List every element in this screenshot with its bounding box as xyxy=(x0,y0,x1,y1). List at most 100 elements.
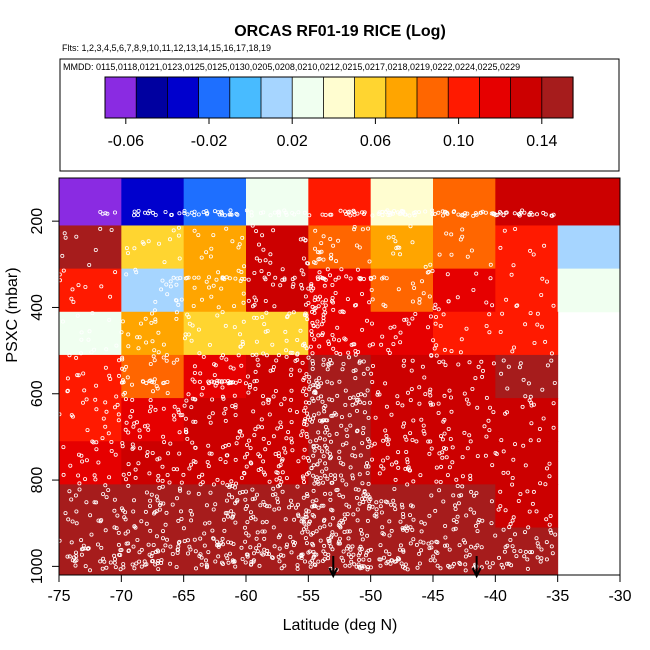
sample-point xyxy=(366,481,371,486)
sample-point xyxy=(291,539,296,544)
sample-point xyxy=(491,410,496,415)
sample-point xyxy=(227,483,232,488)
sample-point xyxy=(192,275,197,280)
sample-point xyxy=(317,418,322,423)
sample-point xyxy=(411,479,416,484)
sample-point xyxy=(268,213,273,218)
sample-point xyxy=(224,357,229,362)
sample-point xyxy=(322,283,327,288)
sample-point xyxy=(422,431,427,436)
sample-point xyxy=(316,505,321,510)
sample-point xyxy=(257,258,262,263)
sample-point xyxy=(254,546,259,551)
sample-point xyxy=(460,484,465,489)
sample-point xyxy=(223,511,228,516)
sample-point xyxy=(431,338,436,343)
sample-point xyxy=(380,276,385,281)
sample-point xyxy=(419,417,424,422)
sample-point xyxy=(215,477,220,482)
sample-point xyxy=(261,401,266,406)
sample-point xyxy=(302,447,307,452)
sample-point xyxy=(310,351,315,356)
sample-point xyxy=(376,211,381,216)
sample-point xyxy=(259,425,264,430)
sample-point xyxy=(149,320,154,325)
sample-point xyxy=(332,411,337,416)
sample-point xyxy=(508,522,513,527)
sample-point xyxy=(534,536,539,541)
sample-point xyxy=(527,212,532,217)
sample-point xyxy=(327,541,332,546)
sample-point xyxy=(216,270,221,275)
sample-point xyxy=(421,423,426,428)
sample-point xyxy=(144,521,149,526)
sample-point xyxy=(368,277,373,282)
sample-point xyxy=(448,436,453,441)
sample-point xyxy=(126,529,131,534)
sample-point xyxy=(429,402,434,407)
sample-point xyxy=(152,308,157,313)
sample-point xyxy=(446,299,451,304)
sample-point xyxy=(247,385,252,390)
sample-point xyxy=(96,460,101,465)
sample-point xyxy=(353,352,358,357)
sample-point xyxy=(335,325,340,330)
sample-point xyxy=(178,488,183,493)
sample-point xyxy=(447,565,452,570)
sample-point xyxy=(258,210,263,215)
sample-point xyxy=(179,517,184,522)
sample-point xyxy=(317,344,322,349)
sample-point xyxy=(223,443,228,448)
sample-point xyxy=(242,471,247,476)
sample-point xyxy=(69,497,74,502)
sample-point xyxy=(346,210,351,215)
sample-point xyxy=(237,429,242,434)
sample-point xyxy=(362,489,367,494)
sample-point xyxy=(409,387,414,392)
sample-point xyxy=(167,237,172,242)
sample-point xyxy=(468,544,473,549)
sample-point xyxy=(279,424,284,429)
sample-point xyxy=(509,272,514,277)
sample-point xyxy=(74,521,79,526)
sample-point xyxy=(512,549,517,554)
sample-point xyxy=(459,493,464,498)
sample-point xyxy=(420,364,425,369)
sample-point xyxy=(300,429,305,434)
sample-point xyxy=(305,261,310,266)
sample-point xyxy=(192,213,197,218)
sample-point xyxy=(464,548,469,553)
sample-point xyxy=(299,552,304,557)
sample-point xyxy=(437,488,442,493)
sample-point xyxy=(353,348,358,353)
sample-point xyxy=(161,434,166,439)
sample-point xyxy=(510,482,515,487)
sample-point xyxy=(273,275,278,280)
sample-point xyxy=(280,470,285,475)
sample-point xyxy=(478,210,483,215)
sample-point xyxy=(176,225,181,230)
sample-point xyxy=(309,466,314,471)
sample-point xyxy=(527,398,532,403)
sample-point xyxy=(96,518,101,523)
sample-point xyxy=(321,518,326,523)
sample-point xyxy=(132,246,137,251)
sample-point xyxy=(321,362,326,367)
sample-point xyxy=(103,365,108,370)
sample-point xyxy=(378,504,383,509)
sample-point xyxy=(437,252,442,257)
sample-point xyxy=(396,287,401,292)
sample-point xyxy=(123,390,128,395)
sample-point xyxy=(402,358,407,363)
sample-point xyxy=(301,476,306,481)
sample-point xyxy=(156,241,161,246)
sample-point xyxy=(206,550,211,555)
sample-point xyxy=(301,480,306,485)
sample-point xyxy=(279,479,284,484)
sample-point xyxy=(479,545,484,550)
sample-point xyxy=(230,514,235,519)
sample-point xyxy=(225,510,230,515)
sample-point xyxy=(433,302,438,307)
sample-point xyxy=(272,544,277,549)
sample-point xyxy=(282,396,287,401)
